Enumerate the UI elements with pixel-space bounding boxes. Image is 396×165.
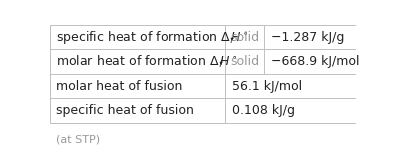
Text: −668.9 kJ/mol: −668.9 kJ/mol — [271, 55, 360, 68]
Bar — [50, 25, 356, 123]
Text: (at STP): (at STP) — [56, 134, 100, 144]
Text: solid: solid — [230, 55, 259, 68]
Text: solid: solid — [230, 31, 259, 44]
Text: molar heat of fusion: molar heat of fusion — [56, 80, 183, 93]
Text: 0.108 kJ/g: 0.108 kJ/g — [232, 104, 295, 117]
Text: −1.287 kJ/g: −1.287 kJ/g — [271, 31, 345, 44]
Text: 56.1 kJ/mol: 56.1 kJ/mol — [232, 80, 302, 93]
Text: $\mathrm{specific\ heat\ of\ formation\ }$$\Delta_f\!H^\circ$: $\mathrm{specific\ heat\ of\ formation\ … — [56, 29, 249, 46]
Text: specific heat of fusion: specific heat of fusion — [56, 104, 194, 117]
Text: $\mathrm{molar\ heat\ of\ formation\ }$$\Delta_f\!H^\circ$: $\mathrm{molar\ heat\ of\ formation\ }$$… — [56, 53, 238, 70]
